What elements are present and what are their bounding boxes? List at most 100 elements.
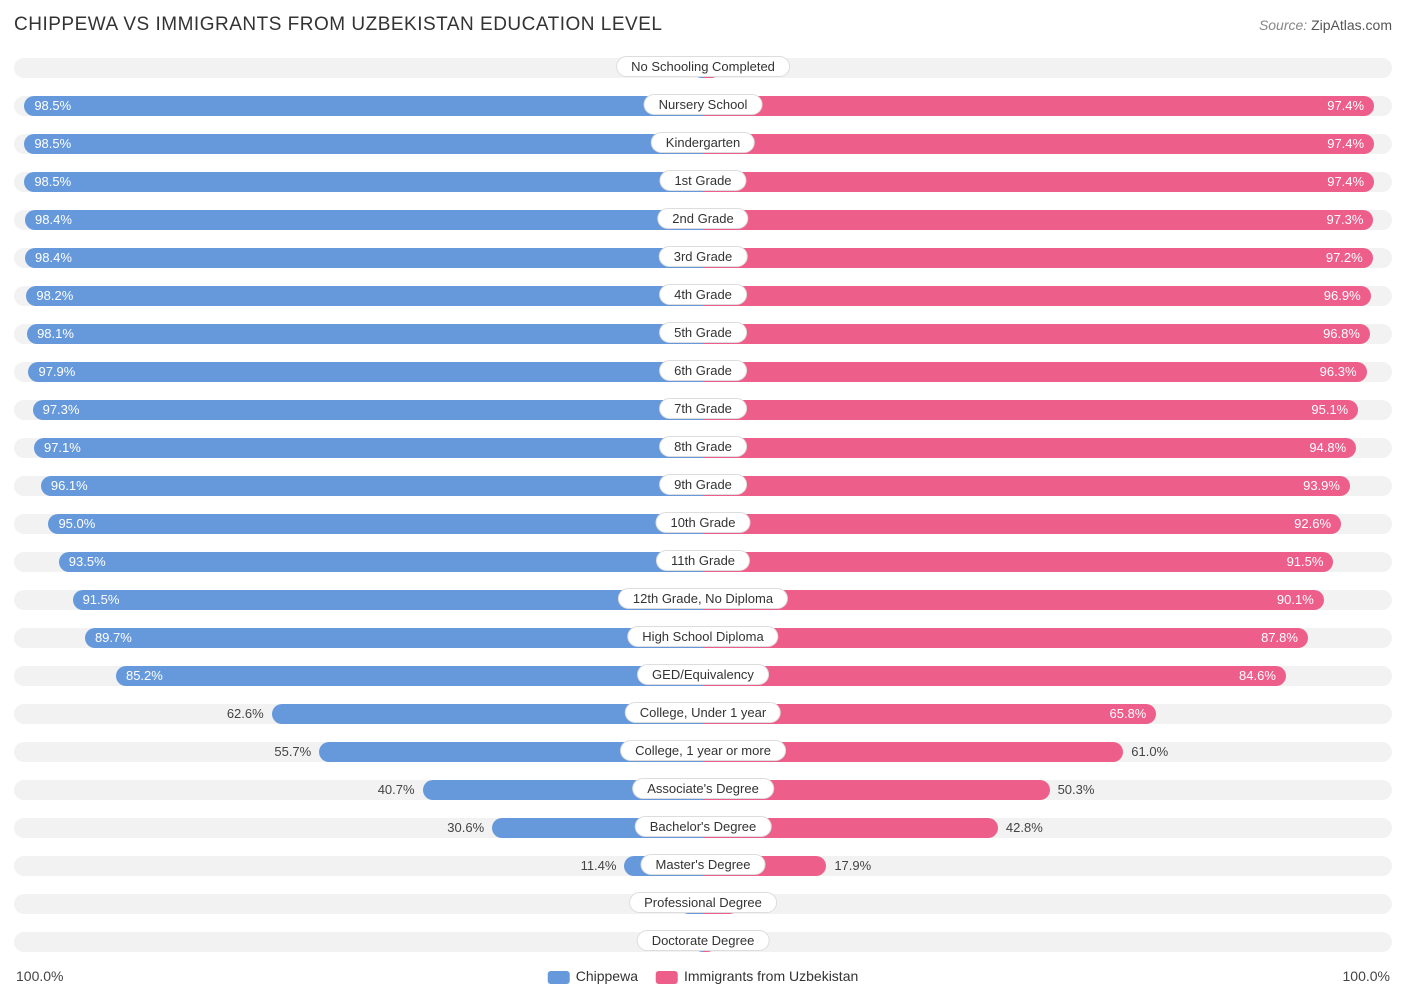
bar-right [703, 476, 1350, 496]
value-right: 97.2% [1326, 248, 1373, 268]
value-right: 92.6% [1294, 514, 1341, 534]
category-label: 4th Grade [659, 284, 747, 305]
chart-row: 97.9%96.3%6th Grade [14, 356, 1392, 388]
bar-left [59, 552, 703, 572]
category-label: 1st Grade [659, 170, 746, 191]
value-left: 40.7% [378, 780, 423, 800]
value-right: 90.1% [1277, 590, 1324, 610]
value-right: 97.3% [1327, 210, 1374, 230]
bar-right [703, 666, 1286, 686]
category-label: Nursery School [644, 94, 763, 115]
chart-legend: Chippewa Immigrants from Uzbekistan [548, 968, 859, 984]
category-label: Master's Degree [641, 854, 766, 875]
legend-swatch-left [548, 971, 570, 984]
bar-right [703, 552, 1333, 572]
category-label: GED/Equivalency [637, 664, 769, 685]
category-label: 5th Grade [659, 322, 747, 343]
category-label: 2nd Grade [657, 208, 748, 229]
chart-header: CHIPPEWA VS IMMIGRANTS FROM UZBEKISTAN E… [14, 14, 1392, 36]
legend-item-right: Immigrants from Uzbekistan [656, 968, 858, 984]
chart-row: 1.5%2.0%Doctorate Degree [14, 926, 1392, 958]
bar-right [703, 286, 1371, 306]
chart-row: 3.5%5.2%Professional Degree [14, 888, 1392, 920]
chart-row: 97.3%95.1%7th Grade [14, 394, 1392, 426]
bar-left [26, 286, 703, 306]
value-left: 55.7% [274, 742, 319, 762]
value-left: 98.4% [25, 248, 72, 268]
chart-row: 91.5% 90.1% 12th Grade, No Diploma [14, 584, 1392, 616]
category-label: Associate's Degree [632, 778, 774, 799]
bar-right [703, 590, 1324, 610]
chart-row: 98.5%97.4%1st Grade [14, 166, 1392, 198]
value-right: 97.4% [1327, 134, 1374, 154]
value-right: 17.9% [826, 856, 871, 876]
bar-right [703, 362, 1367, 382]
value-right: 97.4% [1327, 172, 1374, 192]
value-left: 30.6% [447, 818, 492, 838]
value-left: 98.1% [27, 324, 74, 344]
value-left: 96.1% [41, 476, 88, 496]
bar-left [24, 172, 703, 192]
legend-item-left: Chippewa [548, 968, 638, 984]
category-label: No Schooling Completed [616, 56, 790, 77]
bar-right [703, 400, 1358, 420]
bar-left [116, 666, 703, 686]
value-left: 89.7% [85, 628, 132, 648]
value-right: 42.8% [998, 818, 1043, 838]
chart-row: 11.4%17.9%Master's Degree [14, 850, 1392, 882]
chart-row: 55.7% 61.0% College, 1 year or more [14, 736, 1392, 768]
chart-row: 95.0%92.6%10th Grade [14, 508, 1392, 540]
bar-left [27, 324, 703, 344]
bar-left [33, 400, 703, 420]
axis-label-right: 100.0% [1343, 968, 1390, 984]
bar-right [703, 172, 1374, 192]
source-value: ZipAtlas.com [1311, 17, 1392, 33]
category-label: High School Diploma [627, 626, 778, 647]
bar-right [703, 96, 1374, 116]
bar-right [703, 628, 1308, 648]
chart-row: 40.7%50.3%Associate's Degree [14, 774, 1392, 806]
value-left: 95.0% [48, 514, 95, 534]
value-left: 93.5% [59, 552, 106, 572]
value-left: 91.5% [73, 590, 120, 610]
category-label: Bachelor's Degree [635, 816, 772, 837]
chart-row: 1.6%2.6%No Schooling Completed [14, 52, 1392, 84]
chart-row: 98.4% 97.2% 3rd Grade [14, 242, 1392, 274]
chart-footer: 100.0% Chippewa Immigrants from Uzbekist… [14, 968, 1392, 990]
value-left: 85.2% [116, 666, 163, 686]
chart-row: 85.2% 84.6% GED/Equivalency [14, 660, 1392, 692]
legend-label-right: Immigrants from Uzbekistan [684, 968, 858, 984]
axis-label-left: 100.0% [16, 968, 63, 984]
chart-row: 96.1%93.9%9th Grade [14, 470, 1392, 502]
source-label: Source: [1259, 17, 1307, 33]
category-label: 12th Grade, No Diploma [618, 588, 788, 609]
category-label: 8th Grade [659, 436, 747, 457]
bar-left [34, 438, 703, 458]
bar-left [25, 248, 703, 268]
value-left: 62.6% [227, 704, 272, 724]
chart-row: 98.5%97.4%Nursery School [14, 90, 1392, 122]
category-label: Professional Degree [629, 892, 777, 913]
value-left: 97.3% [33, 400, 80, 420]
bar-left [85, 628, 703, 648]
value-right: 96.9% [1324, 286, 1371, 306]
chart-row: 98.5%97.4%Kindergarten [14, 128, 1392, 160]
category-label: Doctorate Degree [637, 930, 770, 951]
chart-row: 30.6% 42.8% Bachelor's Degree [14, 812, 1392, 844]
category-label: Kindergarten [651, 132, 755, 153]
value-right: 97.4% [1327, 96, 1374, 116]
category-label: 3rd Grade [659, 246, 748, 267]
value-left: 97.1% [34, 438, 81, 458]
bar-right [703, 438, 1356, 458]
bar-right [703, 210, 1373, 230]
category-label: 9th Grade [659, 474, 747, 495]
value-right: 61.0% [1123, 742, 1168, 762]
chart-title: CHIPPEWA VS IMMIGRANTS FROM UZBEKISTAN E… [14, 14, 662, 36]
value-right: 84.6% [1239, 666, 1286, 686]
bar-left [48, 514, 703, 534]
bar-right [703, 248, 1373, 268]
bar-left [25, 210, 703, 230]
category-label: College, 1 year or more [620, 740, 786, 761]
bar-right [703, 134, 1374, 154]
bar-left [41, 476, 703, 496]
